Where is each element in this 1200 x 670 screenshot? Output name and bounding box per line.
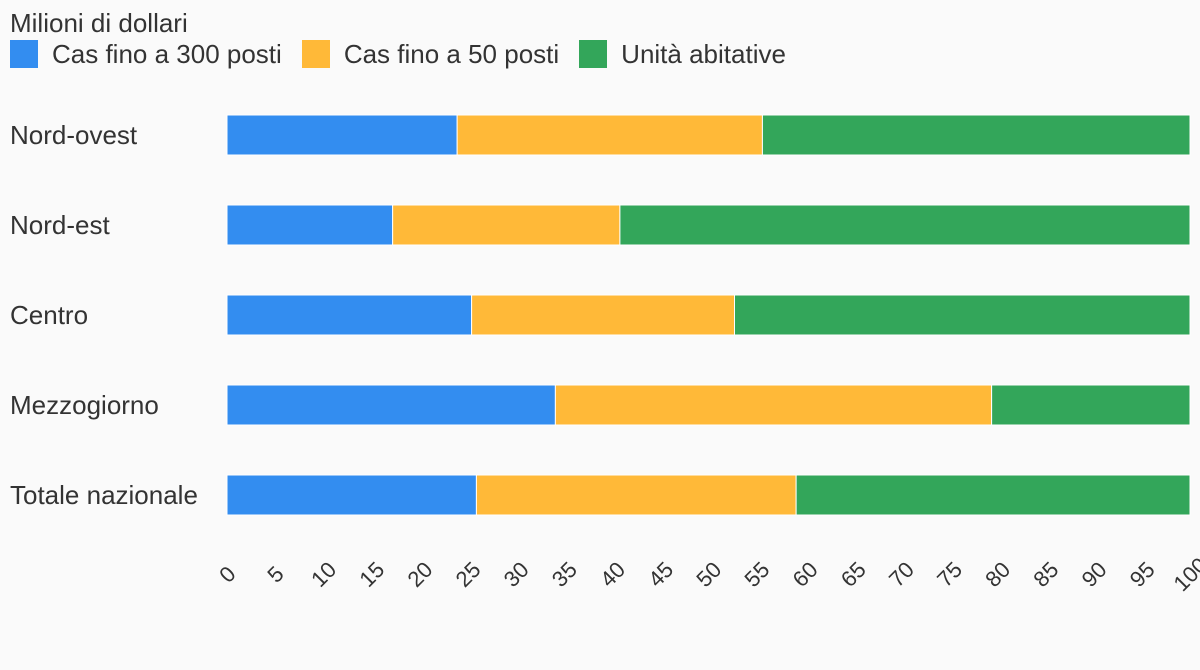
bar-totale-nazionale-cas-fino-a-50-posti[interactable] bbox=[475, 474, 797, 516]
x-tick-label-25: 25 bbox=[451, 557, 486, 592]
x-tick-label-75: 75 bbox=[932, 557, 967, 592]
bar-nord-ovest-cas-fino-a-50-posti[interactable] bbox=[456, 114, 763, 156]
bar-nord-est-cas-fino-a-300-posti[interactable] bbox=[226, 204, 394, 246]
x-tick-label-50: 50 bbox=[691, 557, 726, 592]
legend-swatch-cas-300 bbox=[10, 40, 38, 68]
bar-centro-cas-fino-a-300-posti[interactable] bbox=[226, 294, 473, 336]
unit-label: Milioni di dollari bbox=[10, 8, 188, 38]
x-tick-label-5: 5 bbox=[262, 561, 288, 587]
x-tick-label-65: 65 bbox=[836, 557, 871, 592]
x-tick-label-0: 0 bbox=[214, 561, 240, 587]
x-tick-label-90: 90 bbox=[1077, 557, 1112, 592]
bar-nord-ovest-cas-fino-a-300-posti[interactable] bbox=[226, 114, 458, 156]
legend-item-unita-abitative[interactable]: Unità abitative bbox=[579, 39, 786, 70]
legend: Cas fino a 300 posti Cas fino a 50 posti… bbox=[10, 38, 806, 70]
x-tick-label-20: 20 bbox=[402, 557, 437, 592]
bar-nord-ovest-unita-abitative[interactable] bbox=[761, 114, 1191, 156]
x-tick-label-80: 80 bbox=[980, 557, 1015, 592]
category-label-nord-est: Nord-est bbox=[10, 210, 110, 240]
x-tick-label-15: 15 bbox=[354, 557, 389, 592]
bar-mezzogiorno-cas-fino-a-300-posti[interactable] bbox=[226, 384, 556, 426]
x-tick-label-100: 100 bbox=[1169, 553, 1200, 597]
bar-centro-cas-fino-a-50-posti[interactable] bbox=[471, 294, 736, 336]
x-tick-label-45: 45 bbox=[643, 557, 678, 592]
legend-item-cas-300[interactable]: Cas fino a 300 posti bbox=[10, 39, 282, 70]
legend-label-cas-300: Cas fino a 300 posti bbox=[52, 38, 282, 69]
category-label-nord-ovest: Nord-ovest bbox=[10, 120, 138, 150]
category-label-mezzogiorno: Mezzogiorno bbox=[10, 390, 159, 420]
legend-item-cas-50[interactable]: Cas fino a 50 posti bbox=[301, 38, 560, 70]
bar-centro-unita-abitative[interactable] bbox=[734, 294, 1191, 336]
x-tick-label-40: 40 bbox=[595, 557, 630, 592]
legend-label-cas-50: Cas fino a 50 posti bbox=[343, 38, 560, 69]
x-tick-label-70: 70 bbox=[884, 557, 919, 592]
x-tick-label-60: 60 bbox=[788, 557, 823, 592]
x-tick-label-35: 35 bbox=[547, 557, 582, 592]
bar-totale-nazionale-cas-fino-a-300-posti[interactable] bbox=[226, 474, 477, 516]
legend-label-unita-abitative: Unità abitative bbox=[621, 38, 786, 69]
bar-mezzogiorno-cas-fino-a-50-posti[interactable] bbox=[554, 384, 993, 426]
bar-mezzogiorno-unita-abitative[interactable] bbox=[991, 384, 1191, 426]
x-tick-label-30: 30 bbox=[499, 557, 534, 592]
category-label-totale-nazionale: Totale nazionale bbox=[10, 480, 198, 510]
bar-nord-est-unita-abitative[interactable] bbox=[619, 204, 1191, 246]
x-tick-label-95: 95 bbox=[1125, 557, 1160, 592]
x-tick-label-55: 55 bbox=[740, 557, 775, 592]
bar-nord-est-cas-fino-a-50-posti[interactable] bbox=[392, 204, 621, 246]
legend-swatch-unita-abitative bbox=[579, 40, 608, 68]
bar-totale-nazionale-unita-abitative[interactable] bbox=[795, 474, 1191, 516]
x-tick-label-10: 10 bbox=[306, 557, 341, 592]
x-tick-label-85: 85 bbox=[1028, 557, 1063, 592]
legend-swatch-cas-50 bbox=[301, 40, 330, 68]
category-label-centro: Centro bbox=[10, 300, 88, 330]
